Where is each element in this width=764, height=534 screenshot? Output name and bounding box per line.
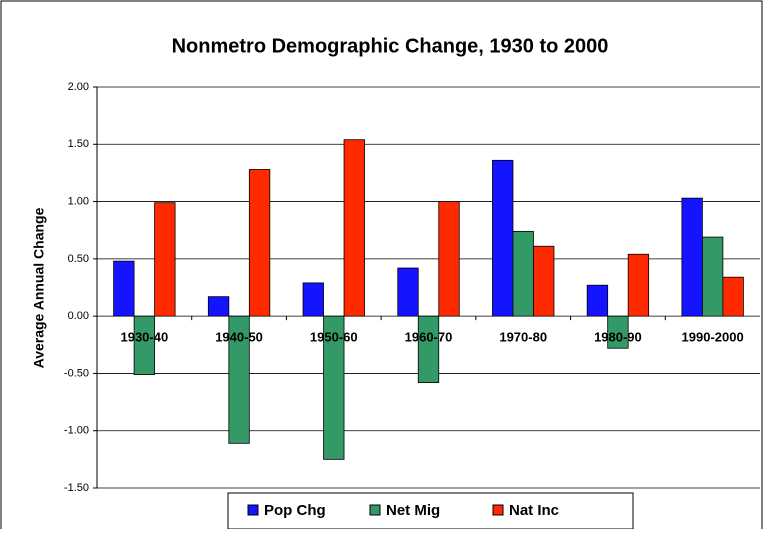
y-tick-label: 2.00	[68, 81, 89, 93]
legend-box	[227, 492, 634, 530]
y-tick-label: 1.00	[68, 195, 89, 207]
chart-title: Nonmetro Demographic Change, 1930 to 200…	[172, 35, 609, 57]
y-tick-label: -0.50	[64, 367, 89, 379]
bar	[133, 315, 156, 375]
bar	[533, 245, 555, 317]
bar	[154, 202, 176, 317]
x-tick-label: 1940-50	[215, 330, 263, 345]
x-tick-label: 1990-2000	[682, 330, 744, 345]
y-tick-label: 0.50	[68, 253, 89, 265]
bar	[207, 296, 230, 317]
bar	[512, 230, 534, 317]
bar	[302, 282, 324, 317]
y-tick-label: -1.00	[64, 425, 89, 437]
bar	[627, 253, 650, 317]
bar	[701, 236, 724, 317]
x-tick-label: 1970-80	[499, 330, 547, 345]
legend-label: Pop Chg	[264, 502, 326, 519]
legend-swatch	[492, 504, 504, 516]
bar	[113, 260, 135, 317]
bar	[722, 276, 744, 317]
x-tick-label: 1980-90	[594, 330, 642, 345]
legend-label: Net Mig	[386, 502, 440, 519]
y-tick-label: 0.00	[68, 310, 89, 322]
bar	[586, 284, 609, 317]
y-tick-label: -1.50	[64, 482, 89, 494]
bar	[343, 139, 365, 317]
bar	[417, 315, 440, 383]
bar	[681, 197, 703, 317]
bar	[492, 159, 514, 317]
x-tick-label: 1950-60	[310, 330, 358, 345]
bar	[248, 169, 271, 317]
x-tick-label: 1960-70	[405, 330, 453, 345]
bar	[438, 201, 460, 317]
x-tick-label: 1930-40	[120, 330, 168, 345]
legend-swatch	[369, 504, 381, 516]
legend-label: Nat Inc	[509, 502, 559, 519]
y-tick-label: 1.50	[68, 138, 89, 150]
legend: Pop Chg Net Mig Nat Inc	[227, 492, 634, 530]
y-axis-label: Average Annual Change	[31, 207, 47, 368]
legend-swatch	[247, 504, 259, 516]
bar	[397, 267, 419, 317]
bar	[323, 315, 345, 460]
bar	[228, 315, 250, 444]
bar	[607, 315, 629, 349]
